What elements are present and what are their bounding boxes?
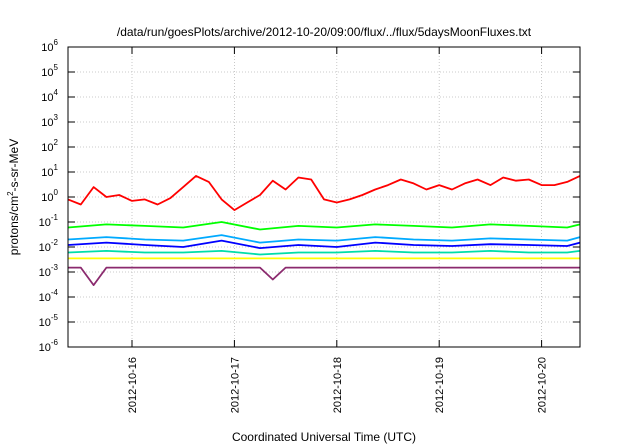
series-line bbox=[67, 174, 581, 212]
x-axis-label: Coordinated Universal Time (UTC) bbox=[232, 430, 416, 444]
y-tick-exponent: 6 bbox=[54, 38, 59, 47]
y-tick-exponent: -1 bbox=[51, 213, 59, 222]
y-tick-exponent: 4 bbox=[54, 88, 59, 97]
y-axis-label-rest: -s-sr-MeV bbox=[7, 139, 21, 192]
x-axis-ticks: 2012-10-16 2012-10-17 2012-10-18 2012-10-19… bbox=[127, 47, 549, 413]
y-tick-base: 10 bbox=[41, 117, 53, 129]
y-tick-exponent: 0 bbox=[54, 188, 59, 197]
plot-frame bbox=[67, 46, 581, 348]
y-tick-base: 10 bbox=[41, 92, 53, 104]
y-tick-base: 10 bbox=[39, 317, 51, 329]
y-tick-exponent: -3 bbox=[51, 263, 59, 272]
y-tick-base: 10 bbox=[39, 292, 51, 304]
x-tick-label: 2012-10-17 bbox=[229, 357, 241, 413]
y-tick-base: 10 bbox=[41, 67, 53, 79]
y-tick-label: 101 bbox=[41, 163, 58, 179]
y-tick-base: 10 bbox=[41, 192, 53, 204]
data-series bbox=[67, 174, 581, 287]
y-tick-exponent: 3 bbox=[54, 113, 59, 122]
y-tick-exponent: 2 bbox=[54, 138, 59, 147]
y-tick-label: 103 bbox=[41, 113, 58, 129]
y-axis-label-base: protons/cm bbox=[7, 196, 21, 255]
y-tick-label: 102 bbox=[41, 138, 58, 154]
y-tick-label: 10-4 bbox=[39, 288, 59, 304]
y-tick-exponent: -6 bbox=[51, 338, 59, 347]
y-tick-base: 10 bbox=[39, 342, 51, 354]
y-tick-base: 10 bbox=[41, 142, 53, 154]
x-tick-label: 2012-10-16 bbox=[127, 357, 139, 413]
y-tick-base: 10 bbox=[39, 242, 51, 254]
y-tick-label: 106 bbox=[41, 38, 58, 54]
y-tick-exponent: -4 bbox=[51, 288, 59, 297]
y-tick-base: 10 bbox=[39, 267, 51, 279]
chart-title: /data/run/goesPlots/archive/2012-10-20/0… bbox=[117, 25, 532, 39]
y-tick-label: 10-3 bbox=[39, 263, 59, 279]
y-tick-base: 10 bbox=[41, 42, 53, 54]
y-tick-label: 10-5 bbox=[39, 313, 59, 329]
grid-lines bbox=[68, 47, 580, 347]
y-tick-label: 100 bbox=[41, 188, 58, 204]
y-tick-exponent: 5 bbox=[54, 63, 59, 72]
y-tick-exponent: -5 bbox=[51, 313, 59, 322]
y-tick-label: 105 bbox=[41, 63, 58, 79]
x-tick-label: 2012-10-18 bbox=[332, 357, 344, 413]
series-line bbox=[67, 249, 581, 256]
y-axis-label: protons/cm2-s-sr-MeV bbox=[6, 139, 21, 255]
y-tick-exponent: -2 bbox=[51, 238, 59, 247]
y-tick-label: 10-6 bbox=[39, 338, 59, 354]
y-tick-base: 10 bbox=[39, 217, 51, 229]
y-axis-ticks: 10610510410310210110010-110-210-310-410-… bbox=[39, 38, 580, 354]
y-tick-label: 10-2 bbox=[39, 238, 59, 254]
x-tick-label: 2012-10-20 bbox=[537, 357, 549, 413]
y-tick-label: 10-1 bbox=[39, 213, 59, 229]
series-line bbox=[67, 221, 581, 231]
series-line bbox=[67, 239, 581, 250]
y-tick-base: 10 bbox=[41, 167, 53, 179]
x-tick-label: 2012-10-19 bbox=[434, 357, 446, 413]
y-tick-exponent: 1 bbox=[54, 163, 59, 172]
y-axis-label-sup: 2 bbox=[6, 191, 15, 196]
y-tick-label: 104 bbox=[41, 88, 58, 104]
series-line bbox=[67, 234, 581, 244]
series-line bbox=[68, 266, 580, 287]
